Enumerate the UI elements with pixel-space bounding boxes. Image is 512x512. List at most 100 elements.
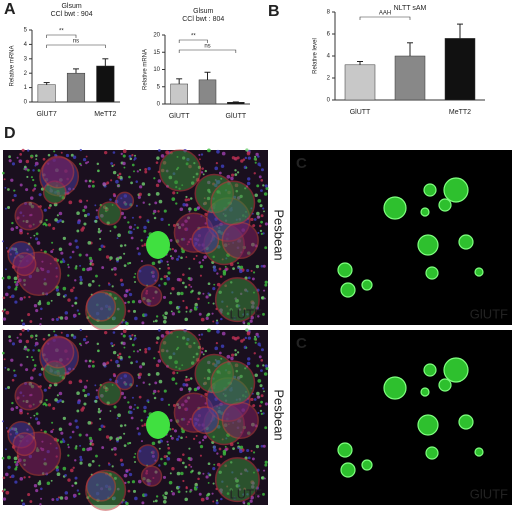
speck — [234, 353, 238, 357]
speck — [84, 359, 88, 363]
speck — [62, 440, 66, 443]
speck — [138, 215, 142, 219]
speck — [37, 481, 42, 486]
speck — [7, 275, 11, 280]
chart-subtitle: CCl bwt : 904 — [51, 11, 93, 18]
speck — [182, 383, 186, 387]
speck — [26, 175, 29, 179]
speck — [75, 245, 79, 249]
speck — [130, 361, 133, 365]
speck — [163, 495, 167, 500]
speck — [213, 283, 216, 286]
speck — [246, 331, 251, 336]
speck — [33, 414, 36, 417]
speck — [197, 477, 200, 481]
bar — [227, 102, 245, 105]
speck — [147, 401, 150, 404]
speck — [216, 452, 219, 455]
speck — [13, 456, 18, 461]
speck — [181, 281, 185, 285]
speck — [30, 356, 33, 359]
speck — [95, 389, 98, 392]
speck — [124, 244, 127, 247]
speck — [125, 289, 129, 293]
speck — [262, 412, 265, 415]
speck — [11, 198, 15, 202]
speck — [60, 251, 64, 255]
speck — [162, 295, 167, 299]
speck — [176, 471, 181, 476]
speck — [220, 497, 223, 501]
speck — [160, 439, 164, 443]
bar — [344, 64, 376, 101]
speck — [151, 261, 156, 266]
speck — [259, 384, 263, 388]
speck — [116, 417, 119, 420]
speck — [2, 296, 6, 300]
speck — [120, 462, 125, 467]
speck — [72, 335, 77, 339]
speck — [182, 299, 185, 303]
speck — [256, 391, 260, 396]
speck — [144, 170, 148, 174]
cell — [474, 267, 484, 277]
speck — [82, 157, 87, 162]
speck — [13, 369, 16, 372]
speck — [39, 323, 42, 326]
speck — [67, 443, 70, 446]
speck — [54, 218, 58, 222]
speck — [2, 317, 7, 321]
speck — [28, 475, 31, 479]
speck — [128, 334, 132, 338]
speck — [129, 410, 133, 415]
speck — [188, 390, 191, 393]
speck — [74, 459, 77, 462]
speck — [198, 441, 202, 444]
speck — [187, 198, 191, 201]
speck — [184, 285, 188, 289]
speck — [259, 409, 263, 413]
speck — [36, 421, 41, 425]
speck — [200, 351, 204, 354]
speck — [32, 169, 35, 172]
speck — [264, 463, 268, 467]
speck — [154, 381, 158, 385]
speck — [253, 218, 257, 221]
speck — [123, 166, 126, 169]
speck — [76, 211, 80, 215]
speck — [52, 227, 56, 230]
speck — [72, 286, 75, 289]
speck — [253, 157, 257, 161]
speck — [207, 148, 211, 153]
speck — [157, 359, 162, 363]
speck — [33, 304, 38, 308]
speck — [172, 371, 176, 375]
speck — [55, 288, 60, 292]
speck — [176, 291, 181, 296]
speck — [58, 391, 63, 396]
speck — [260, 189, 263, 193]
speck — [38, 373, 42, 377]
speck — [53, 330, 56, 333]
speck — [88, 446, 93, 451]
speck — [207, 292, 210, 295]
speck — [196, 386, 201, 390]
speck — [234, 173, 238, 177]
cell — [443, 357, 469, 383]
speck — [153, 389, 157, 394]
speck — [13, 276, 18, 281]
speck — [135, 204, 138, 207]
cell — [14, 201, 44, 231]
speck — [171, 287, 175, 291]
panel-label: A — [4, 1, 16, 18]
speck — [76, 409, 80, 413]
speck — [199, 274, 202, 277]
speck — [147, 346, 151, 351]
speck — [117, 175, 121, 179]
speck — [261, 476, 264, 479]
speck — [72, 466, 75, 469]
speck — [158, 379, 163, 384]
speck — [74, 476, 78, 480]
speck — [142, 381, 145, 384]
speck — [175, 202, 178, 205]
